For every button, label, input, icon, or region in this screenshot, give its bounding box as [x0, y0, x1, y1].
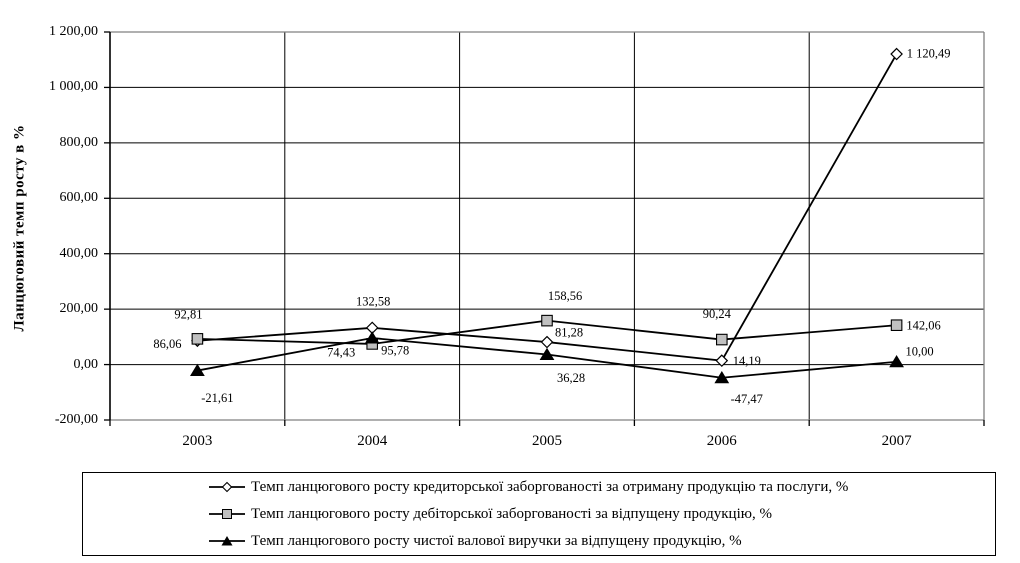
data-label: 95,78: [381, 344, 409, 358]
diamond-marker: [890, 47, 903, 61]
triangle-marker: [889, 355, 904, 368]
legend: Темп ланцюгового росту кредиторської заб…: [82, 472, 996, 556]
data-label: 90,24: [703, 307, 732, 321]
data-label: -47,47: [731, 392, 763, 406]
y-tick-label: 400,00: [59, 245, 99, 261]
data-label: -21,61: [201, 391, 233, 405]
data-label: 142,06: [906, 319, 940, 333]
data-label: 74,43: [327, 345, 355, 359]
square-marker: [715, 333, 728, 346]
square-marker: [541, 314, 553, 327]
square-marker: [890, 319, 903, 332]
square-icon: [209, 509, 245, 519]
data-label: 36,28: [557, 371, 585, 385]
y-tick-label: 200,00: [59, 301, 99, 317]
legend-item: Темп ланцюгового росту чистої валової ви…: [209, 528, 995, 555]
data-label: 81,28: [555, 326, 583, 340]
square-marker: [191, 333, 204, 345]
data-label: 158,56: [548, 289, 582, 303]
triangle-marker: [364, 331, 380, 344]
diamond-icon: [209, 481, 245, 493]
plot-area: 86,06 132,58 81,28 14,19 1 120,49 92,81 74,43 1…: [104, 31, 985, 426]
x-tick-label: 2005: [532, 433, 562, 449]
data-label: 10,00: [906, 344, 934, 358]
y-tick-label: 800,00: [59, 134, 99, 150]
legend-label: Темп ланцюгового росту чистої валової ви…: [251, 532, 742, 549]
legend-item: Темп ланцюгового росту кредиторської заб…: [209, 474, 995, 501]
x-tick-label: 2006: [706, 433, 737, 449]
y-tick-label: -200,00: [54, 412, 98, 427]
legend-item: Темп ланцюгового росту дебіторської забо…: [209, 501, 995, 528]
data-label: 92,81: [174, 307, 202, 321]
diamond-marker: [715, 354, 729, 367]
data-label: 1 120,49: [907, 47, 951, 61]
data-label: 86,06: [153, 337, 181, 351]
triangle-marker: [539, 347, 555, 361]
y-tick-label: 1 000,00: [49, 79, 98, 95]
x-tick-label: 2007: [881, 433, 912, 449]
x-tick-label: 2003: [182, 433, 213, 449]
x-tick-label: 2004: [357, 433, 388, 449]
legend-label: Темп ланцюгового росту дебіторської забо…: [251, 505, 772, 522]
series-line-0: [197, 53, 898, 362]
legend-label: Темп ланцюгового росту кредиторської заб…: [251, 478, 849, 495]
triangle-marker: [190, 363, 205, 377]
data-label: 14,19: [733, 354, 761, 368]
diamond-marker: [540, 335, 554, 349]
y-tick-label: 0,00: [73, 356, 99, 372]
y-tick-label: 600,00: [59, 190, 99, 206]
triangle-icon: [209, 536, 245, 546]
y-tick-label: 1 200,00: [49, 24, 98, 39]
triangle-marker: [714, 370, 730, 384]
data-label: 132,58: [356, 294, 390, 308]
